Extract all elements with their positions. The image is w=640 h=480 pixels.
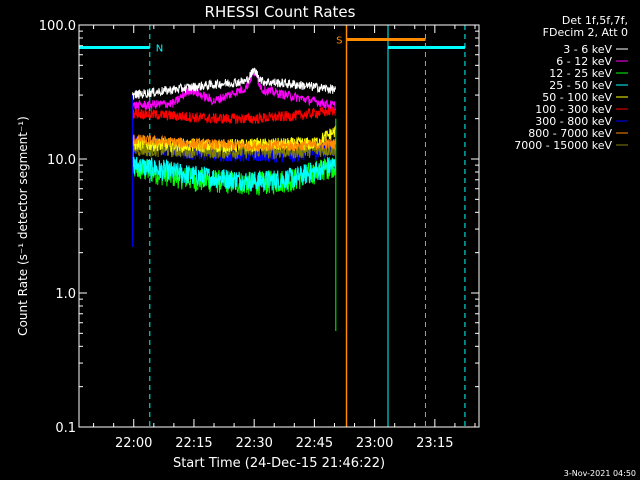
series-line-3 — [131, 154, 336, 192]
x-tick-label: 22:30 — [235, 436, 272, 451]
legend-label: 300 - 800 keV — [535, 115, 612, 128]
series-line-0 — [131, 67, 336, 100]
legend-label: 100 - 300 keV — [535, 103, 612, 116]
series-line-1 — [131, 68, 336, 111]
legend-label: 12 - 25 keV — [549, 67, 612, 80]
x-tick-label: 23:15 — [416, 436, 453, 451]
x-tick-label: 22:45 — [296, 436, 333, 451]
series-line-5 — [131, 105, 336, 125]
plot-frame — [78, 24, 480, 428]
y-tick-label: 10.0 — [47, 153, 76, 168]
night-label: N — [156, 43, 163, 54]
x-tick-label: 23:00 — [356, 436, 393, 451]
x-axis-label: Start Time (24-Dec-15 21:46:22) — [173, 456, 385, 471]
series-line-7 — [131, 134, 336, 153]
timestamp: 3-Nov-2021 04:50 — [564, 469, 636, 478]
legend-header: FDecim 2, Att 0 — [543, 26, 628, 39]
legend-label: 7000 - 15000 keV — [514, 139, 612, 152]
y-tick-label: 1.0 — [55, 287, 76, 302]
x-tick-label: 22:15 — [175, 436, 212, 451]
y-tick-label: 100.0 — [39, 19, 76, 34]
y-tick-label: 0.1 — [55, 421, 76, 436]
x-tick-label: 22:00 — [115, 436, 152, 451]
legend-label: 50 - 100 keV — [542, 91, 612, 104]
legend-label: 6 - 12 keV — [556, 55, 612, 68]
y-axis-label: Count Rate (s⁻¹ detector segment⁻¹) — [16, 116, 30, 336]
chart-title: RHESSI Count Rates — [205, 3, 356, 21]
legend-label: 3 - 6 keV — [563, 43, 612, 56]
legend-label: 25 - 50 keV — [549, 79, 612, 92]
saa-label: S — [336, 35, 342, 46]
legend-header: Det 1f,5f,7f, — [562, 14, 628, 27]
legend-label: 800 - 7000 keV — [528, 127, 612, 140]
